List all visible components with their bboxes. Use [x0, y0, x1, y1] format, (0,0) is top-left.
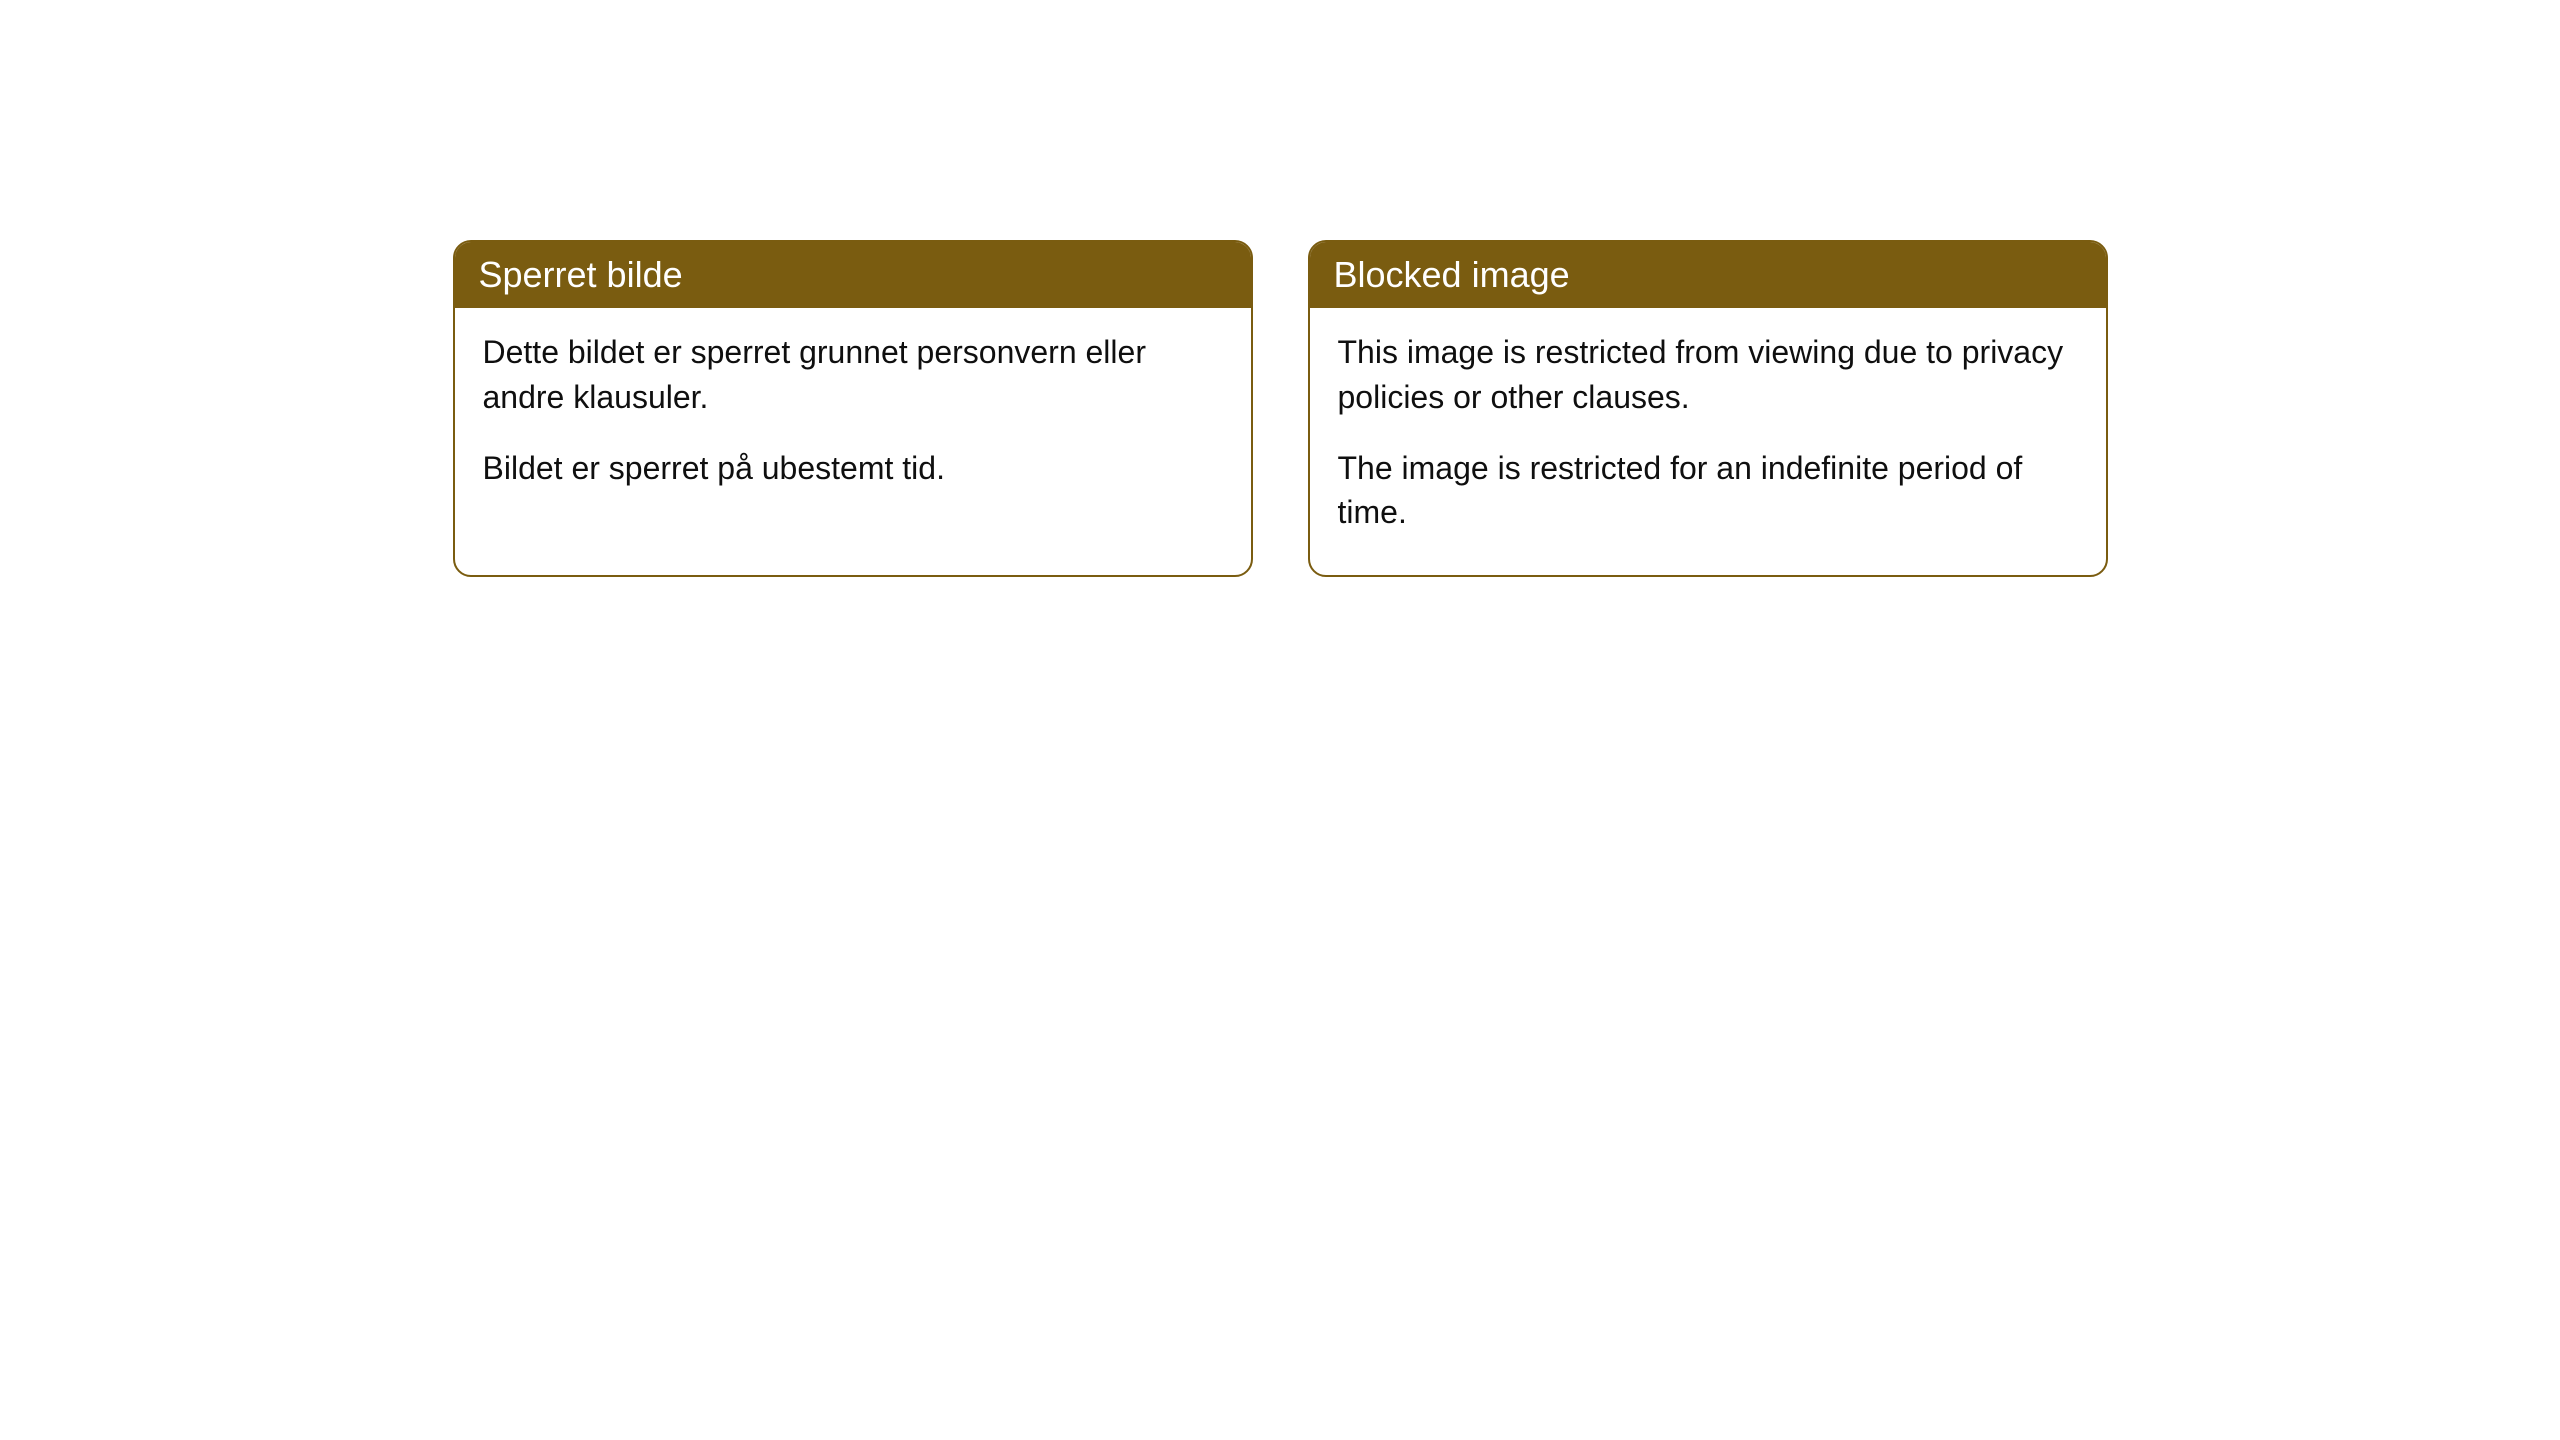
- card-paragraph-1-norwegian: Dette bildet er sperret grunnet personve…: [483, 330, 1223, 420]
- card-paragraph-2-norwegian: Bildet er sperret på ubestemt tid.: [483, 446, 1223, 491]
- notice-container: Sperret bilde Dette bildet er sperret gr…: [453, 240, 2108, 577]
- card-paragraph-2-english: The image is restricted for an indefinit…: [1338, 446, 2078, 536]
- notice-card-english: Blocked image This image is restricted f…: [1308, 240, 2108, 577]
- card-body-english: This image is restricted from viewing du…: [1310, 308, 2106, 575]
- card-header-norwegian: Sperret bilde: [455, 242, 1251, 308]
- card-paragraph-1-english: This image is restricted from viewing du…: [1338, 330, 2078, 420]
- card-header-english: Blocked image: [1310, 242, 2106, 308]
- notice-card-norwegian: Sperret bilde Dette bildet er sperret gr…: [453, 240, 1253, 577]
- card-body-norwegian: Dette bildet er sperret grunnet personve…: [455, 308, 1251, 530]
